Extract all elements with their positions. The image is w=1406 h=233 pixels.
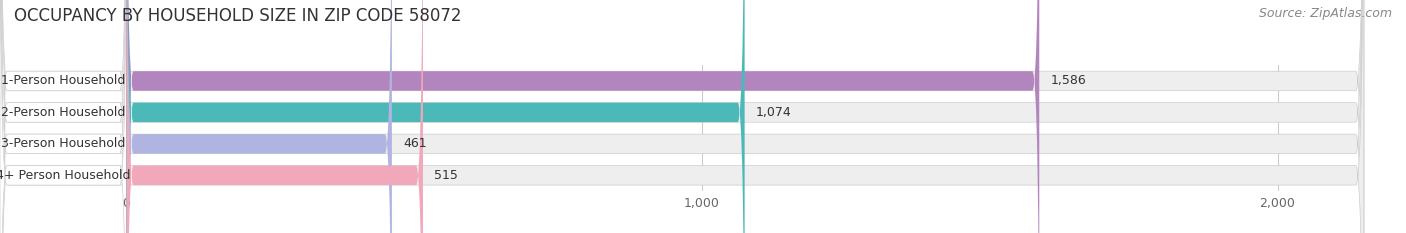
Text: 1,074: 1,074 xyxy=(756,106,792,119)
Text: Source: ZipAtlas.com: Source: ZipAtlas.com xyxy=(1258,7,1392,20)
Text: 2-Person Household: 2-Person Household xyxy=(1,106,125,119)
Text: 1,586: 1,586 xyxy=(1050,75,1087,87)
FancyBboxPatch shape xyxy=(127,0,1039,233)
Text: 4+ Person Household: 4+ Person Household xyxy=(0,169,131,182)
FancyBboxPatch shape xyxy=(0,0,1364,233)
FancyBboxPatch shape xyxy=(0,0,1364,233)
FancyBboxPatch shape xyxy=(0,0,127,233)
FancyBboxPatch shape xyxy=(0,0,1364,233)
Text: 1-Person Household: 1-Person Household xyxy=(1,75,125,87)
FancyBboxPatch shape xyxy=(0,0,127,233)
Text: 3-Person Household: 3-Person Household xyxy=(1,137,125,150)
FancyBboxPatch shape xyxy=(127,0,423,233)
Text: 461: 461 xyxy=(404,137,427,150)
FancyBboxPatch shape xyxy=(127,0,392,233)
FancyBboxPatch shape xyxy=(0,0,127,233)
FancyBboxPatch shape xyxy=(0,0,1364,233)
FancyBboxPatch shape xyxy=(127,0,745,233)
Text: OCCUPANCY BY HOUSEHOLD SIZE IN ZIP CODE 58072: OCCUPANCY BY HOUSEHOLD SIZE IN ZIP CODE … xyxy=(14,7,461,25)
Text: 515: 515 xyxy=(434,169,458,182)
FancyBboxPatch shape xyxy=(0,0,127,233)
